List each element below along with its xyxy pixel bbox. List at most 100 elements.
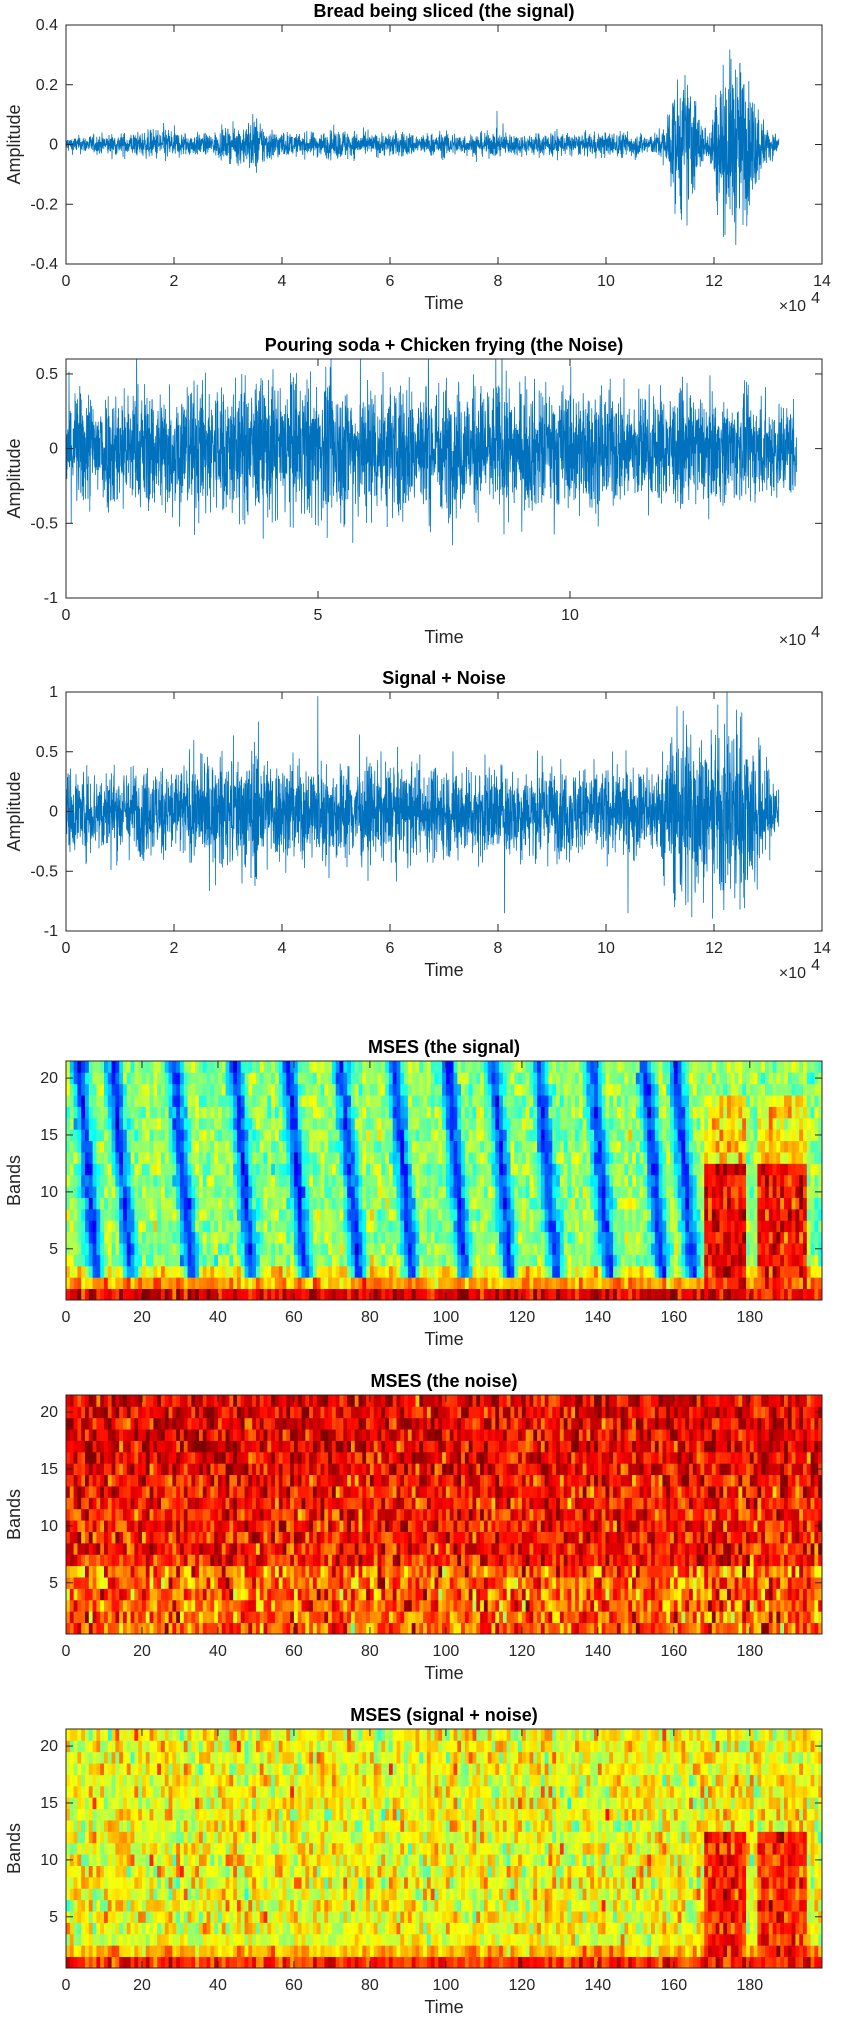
heatmap-cell <box>347 1254 352 1267</box>
heatmap-cell <box>301 1117 306 1130</box>
heatmap-cell <box>658 1622 663 1635</box>
heatmap-cell <box>274 1208 280 1221</box>
heatmap-cell <box>810 1129 815 1142</box>
heatmap-cell <box>240 1117 245 1130</box>
heatmap-cell <box>586 1197 591 1210</box>
heatmap-cell <box>673 1197 679 1210</box>
heatmap-cell <box>217 1140 223 1153</box>
heatmap-cell <box>126 1061 131 1073</box>
heatmap-cell <box>255 1152 261 1164</box>
heatmap-cell <box>233 1140 238 1153</box>
heatmap-cell <box>453 1288 458 1301</box>
heatmap-cell <box>119 1599 124 1612</box>
heatmap-cell <box>115 1140 120 1153</box>
heatmap-cell <box>757 1277 762 1290</box>
heatmap-cell <box>214 1140 219 1153</box>
heatmap-cell <box>255 1095 261 1107</box>
heatmap-cell <box>358 1265 363 1278</box>
heatmap-cell <box>499 1129 504 1142</box>
heatmap-cell <box>309 1220 314 1233</box>
heatmap-cell <box>457 1611 462 1624</box>
heatmap-cell <box>407 1265 413 1278</box>
heatmap-cell <box>662 1117 667 1130</box>
heatmap-cell <box>597 1095 603 1107</box>
heatmap-cell <box>776 1288 781 1301</box>
heatmap-cell <box>495 1152 500 1164</box>
heatmap-cell <box>339 1208 344 1221</box>
heatmap-cell <box>666 1095 671 1107</box>
heatmap-cell <box>643 1163 648 1176</box>
heatmap-cell <box>240 1197 245 1210</box>
heatmap-cell <box>571 1231 576 1244</box>
heatmap-cell <box>149 1186 154 1198</box>
heatmap-cell <box>483 1208 489 1221</box>
heatmap-cell <box>107 1174 112 1187</box>
heatmap-cell <box>647 1254 652 1267</box>
heatmap-cell <box>229 1083 234 1096</box>
heatmap-cell <box>575 1186 580 1198</box>
heatmap-cell <box>263 1061 268 1073</box>
y-tick-label: 20 <box>40 1070 58 1087</box>
heatmap-cell <box>658 1288 663 1301</box>
heatmap-cell <box>559 1277 565 1290</box>
heatmap-cell <box>183 1588 188 1601</box>
heatmap-cell <box>556 1254 561 1267</box>
heatmap-cell <box>252 1277 257 1290</box>
y-tick-label: -0.5 <box>30 863 58 880</box>
heatmap-cell <box>282 1231 287 1244</box>
heatmap-cell <box>502 1095 508 1107</box>
heatmap-cell <box>103 1117 109 1130</box>
heatmap-cell <box>757 1265 762 1278</box>
heatmap-cell <box>472 1072 477 1085</box>
heatmap-cell <box>746 1152 751 1164</box>
heatmap-cell <box>225 1277 230 1290</box>
heatmap-cell <box>442 1163 447 1176</box>
heatmap-cell <box>407 1186 413 1198</box>
heatmap-cell <box>643 1288 648 1301</box>
heatmap-cell <box>708 1288 713 1301</box>
x-tick-label: 120 <box>509 1309 536 1326</box>
heatmap-cell <box>567 1622 572 1635</box>
heatmap-cell <box>198 1599 204 1612</box>
heatmap-cell <box>768 1288 774 1301</box>
heatmap-cell <box>723 1197 728 1210</box>
heatmap-cell <box>134 1163 139 1176</box>
heatmap-cell <box>107 1588 112 1601</box>
heatmap-cell <box>271 1243 276 1255</box>
heatmap-cell <box>624 1611 629 1624</box>
heatmap-cell <box>559 1231 565 1244</box>
heatmap-cell <box>271 1265 276 1278</box>
heatmap-cell <box>780 1197 785 1210</box>
heatmap-cell <box>510 1163 515 1176</box>
heatmap-cell <box>810 1208 815 1221</box>
heatmap-cell <box>362 1117 367 1130</box>
heatmap-cell <box>590 1106 595 1119</box>
heatmap-cell <box>438 1163 443 1176</box>
heatmap-cell <box>575 1117 580 1130</box>
heatmap-cell <box>107 1254 112 1267</box>
heatmap-cell <box>613 1186 618 1198</box>
heatmap-cell <box>487 1243 492 1255</box>
heatmap-cell <box>620 1288 625 1301</box>
heatmap-cell <box>639 1061 644 1073</box>
heatmap-cell <box>423 1243 428 1255</box>
heatmap-cell <box>472 1061 477 1073</box>
heatmap-cell <box>77 1254 82 1267</box>
heatmap-cell <box>692 1095 698 1107</box>
heatmap-cell <box>141 1588 147 1601</box>
heatmap-cell <box>130 1265 135 1278</box>
heatmap-cell <box>597 1061 603 1073</box>
heatmap-cell <box>138 1197 143 1210</box>
heatmap-cell <box>312 1277 318 1290</box>
heatmap-cell <box>639 1186 644 1198</box>
heatmap-cell <box>548 1277 553 1290</box>
heatmap-cell <box>453 1072 458 1085</box>
heatmap-cell <box>195 1208 200 1221</box>
heatmap-cell <box>647 1117 652 1130</box>
heatmap-cell <box>221 1163 226 1176</box>
heatmap-cell <box>544 1186 549 1198</box>
heatmap-cell <box>525 1622 530 1635</box>
heatmap-cell <box>586 1083 591 1096</box>
heatmap-cell <box>179 1152 185 1164</box>
heatmap-cell <box>533 1061 538 1073</box>
